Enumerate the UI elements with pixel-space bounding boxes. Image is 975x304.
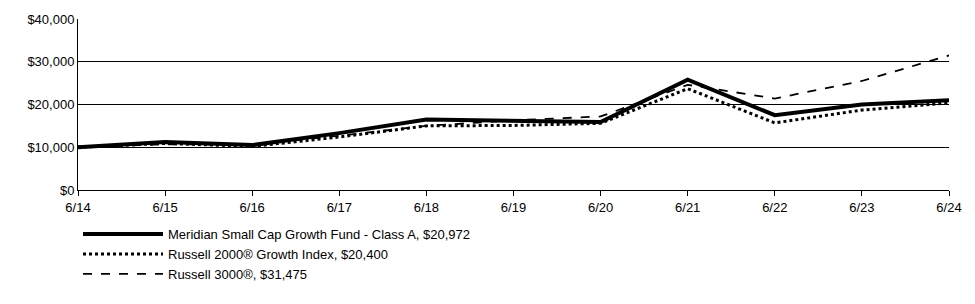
svg-text:$40,000: $40,000: [27, 12, 74, 27]
svg-text:6/16: 6/16: [240, 200, 265, 215]
svg-text:$0: $0: [60, 183, 74, 198]
svg-text:Russell 3000®, $31,475: Russell 3000®, $31,475: [168, 267, 307, 282]
svg-text:6/19: 6/19: [501, 200, 526, 215]
svg-text:Russell 2000® Growth Index, $2: Russell 2000® Growth Index, $20,400: [168, 247, 388, 262]
svg-text:6/15: 6/15: [152, 200, 177, 215]
svg-text:$20,000: $20,000: [27, 97, 74, 112]
svg-text:6/17: 6/17: [327, 200, 352, 215]
svg-text:6/20: 6/20: [588, 200, 613, 215]
svg-text:6/18: 6/18: [414, 200, 439, 215]
svg-text:6/22: 6/22: [762, 200, 787, 215]
svg-text:$30,000: $30,000: [27, 54, 74, 69]
svg-text:6/23: 6/23: [849, 200, 874, 215]
svg-text:6/21: 6/21: [675, 200, 700, 215]
svg-text:$10,000: $10,000: [27, 140, 74, 155]
svg-text:6/24: 6/24: [936, 200, 961, 215]
svg-text:6/14: 6/14: [65, 200, 90, 215]
svg-text:Meridian Small Cap Growth Fund: Meridian Small Cap Growth Fund - Class A…: [168, 227, 470, 242]
